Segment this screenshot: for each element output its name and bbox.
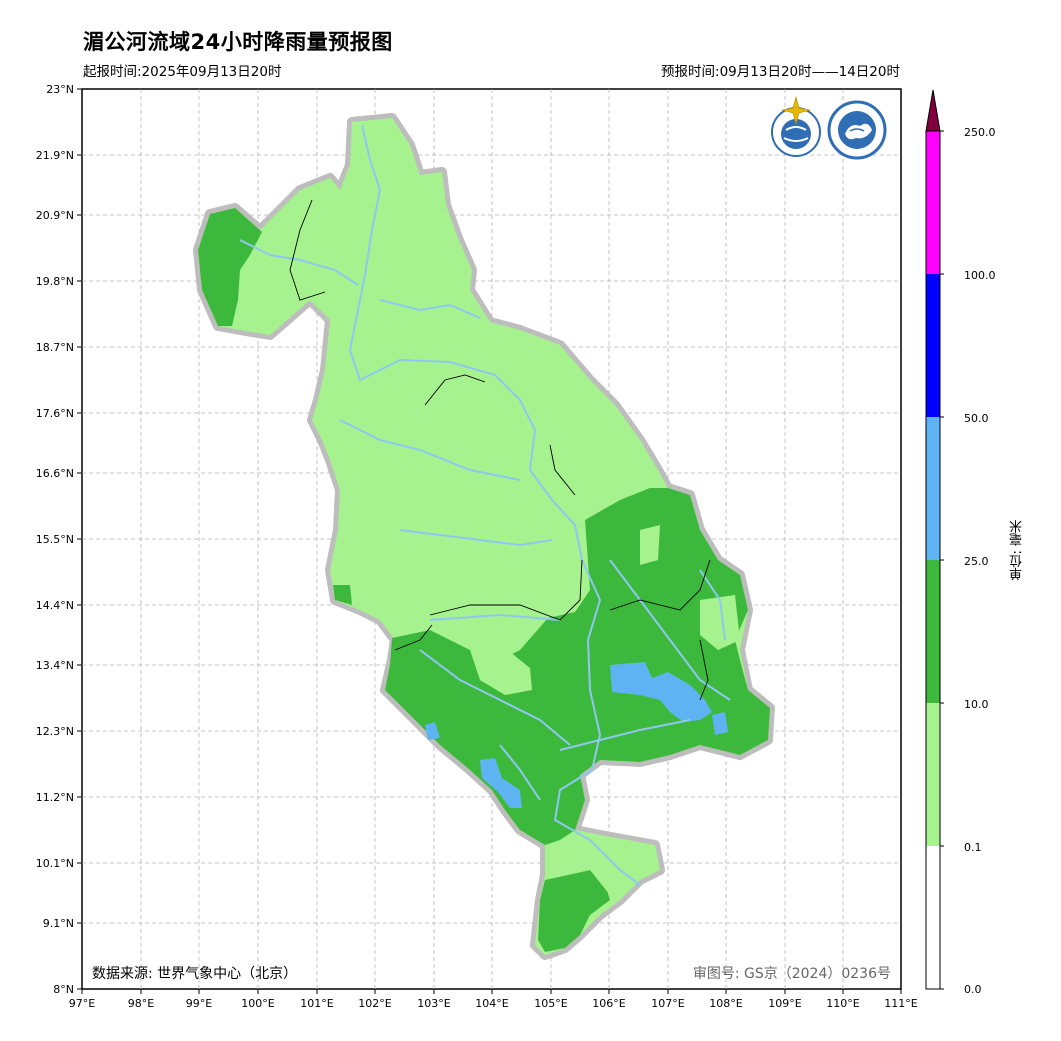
approval-number: 审图号: GS京（2024）0236号 — [692, 966, 891, 982]
forecast-period: 预报时间:09月13日20时——14日20时 — [661, 64, 900, 80]
rain-zone-moderate — [198, 208, 770, 952]
lon-label: 103°E — [417, 997, 450, 1010]
lon-label: 107°E — [651, 997, 684, 1010]
rain-zone-light-patches — [470, 525, 740, 895]
lat-label: 11.2°N — [36, 791, 74, 804]
river-network — [239, 124, 731, 886]
lon-label: 108°E — [709, 997, 742, 1010]
lon-label: 101°E — [300, 997, 333, 1010]
lat-label: 16.6°N — [36, 467, 74, 480]
colorbar-label: 25.0 — [964, 555, 989, 568]
lon-label: 111°E — [884, 997, 917, 1010]
lat-label: 23°N — [46, 83, 74, 96]
lon-label: 97°E — [69, 997, 95, 1010]
lat-label: 14.4°N — [36, 599, 74, 612]
lat-label: 17.6°N — [36, 407, 74, 420]
colorbar-segment-0-0.1 — [926, 846, 940, 989]
lon-label: 100°E — [241, 997, 274, 1010]
lat-label: 19.8°N — [36, 275, 74, 288]
lat-label: 13.4°N — [36, 659, 74, 672]
lon-label: 110°E — [826, 997, 859, 1010]
latitude-labels: 23°N 21.9°N 20.9°N 19.8°N 18.7°N 17.6°N … — [36, 83, 74, 996]
lat-label: 18.7°N — [36, 341, 74, 354]
colorbar-segment-10-25 — [926, 560, 940, 703]
map-title: 湄公河流域24小时降雨量预报图 — [83, 30, 393, 54]
lat-label: 21.9°N — [36, 149, 74, 162]
lon-label: 99°E — [186, 997, 212, 1010]
border-lines — [289, 199, 711, 701]
unit-label: 单位: 毫米 — [1010, 520, 1025, 581]
lon-label: 106°E — [592, 997, 625, 1010]
lon-label: 109°E — [768, 997, 801, 1010]
lat-label: 12.3°N — [36, 725, 74, 738]
colorbar-segment-0.1-10 — [926, 703, 940, 846]
lon-label: 104°E — [475, 997, 508, 1010]
lon-label: 102°E — [358, 997, 391, 1010]
wmo-logo — [771, 95, 821, 157]
lat-label: 10.1°N — [36, 857, 74, 870]
colorbar — [925, 89, 944, 990]
colorbar-arrow — [925, 89, 941, 132]
colorbar-label: 10.0 — [964, 698, 989, 711]
colorbar-segment-50-100 — [926, 274, 940, 417]
colorbar-label: 50.0 — [964, 412, 989, 425]
lon-label: 98°E — [128, 997, 154, 1010]
colorbar-label: 0.1 — [964, 841, 982, 854]
colorbar-segment-25-50 — [926, 417, 940, 560]
cma-logo — [827, 100, 887, 160]
lon-label: 105°E — [534, 997, 567, 1010]
lat-label: 8°N — [53, 983, 74, 996]
lat-label: 9.1°N — [43, 917, 74, 930]
axis-ticks — [77, 88, 902, 994]
data-source: 数据来源: 世界气象中心（北京） — [92, 966, 298, 982]
colorbar-label: 0.0 — [964, 983, 982, 996]
lat-label: 20.9°N — [36, 209, 74, 222]
colorbar-label: 100.0 — [964, 269, 996, 282]
colorbar-label: 250.0 — [964, 126, 996, 139]
rain-zone-heavy — [425, 662, 728, 808]
issue-time: 起报时间:2025年09月13日20时 — [83, 64, 282, 80]
colorbar-segment-100-250 — [926, 131, 940, 274]
longitude-labels: 97°E 98°E 99°E 100°E 101°E 102°E 103°E 1… — [69, 997, 918, 1010]
lat-label: 15.5°N — [36, 533, 74, 546]
